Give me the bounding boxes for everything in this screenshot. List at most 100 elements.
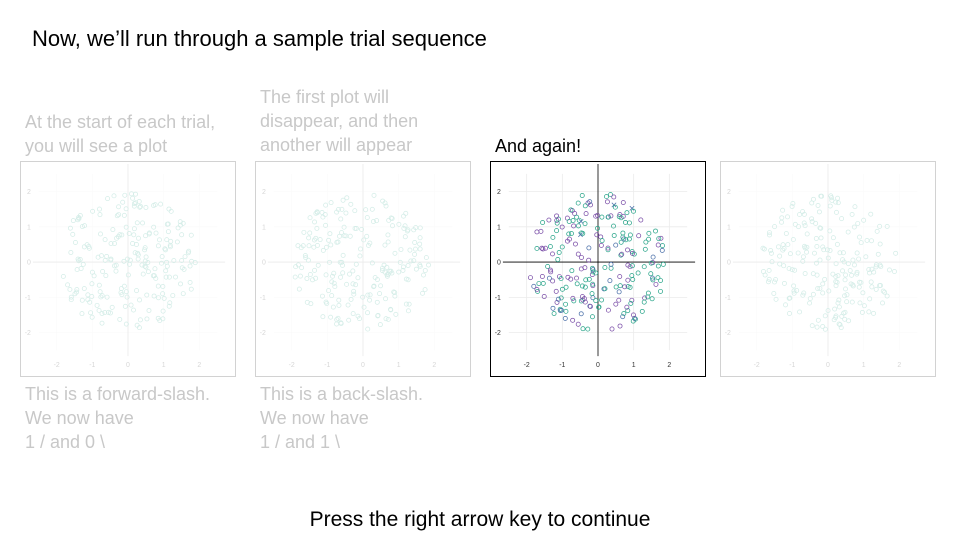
data-point xyxy=(407,247,413,253)
data-point xyxy=(326,237,332,243)
data-point xyxy=(166,303,172,309)
data-point xyxy=(802,223,808,229)
plot-group: -2 -1 0 1 2 2 1 0 -1 -2 xyxy=(495,163,696,369)
data-point xyxy=(337,233,342,239)
data-point xyxy=(871,269,877,275)
data-point xyxy=(891,269,897,274)
y-tick-label: -2 xyxy=(25,330,31,337)
data-point xyxy=(801,220,807,226)
data-point xyxy=(144,316,150,322)
data-point xyxy=(308,301,314,307)
data-point xyxy=(546,275,552,281)
data-point xyxy=(874,228,880,234)
data-point xyxy=(587,304,593,309)
data-point xyxy=(358,246,363,252)
data-point xyxy=(613,301,619,307)
data-point xyxy=(116,204,122,210)
data-point xyxy=(157,237,162,243)
data-point xyxy=(335,315,341,321)
data-point xyxy=(305,257,311,263)
data-point xyxy=(159,260,164,266)
data-point xyxy=(110,227,116,233)
data-point xyxy=(800,209,806,215)
data-point xyxy=(310,277,315,283)
data-point xyxy=(162,246,168,252)
data-point xyxy=(609,326,615,332)
data-point xyxy=(658,288,663,294)
data-point xyxy=(157,318,163,323)
data-point xyxy=(153,230,159,236)
data-point xyxy=(334,209,340,215)
data-point xyxy=(167,244,173,250)
data-point xyxy=(121,283,127,289)
data-point xyxy=(620,200,626,206)
data-point xyxy=(155,283,161,289)
data-point xyxy=(117,232,123,238)
data-point xyxy=(833,199,839,205)
data-point xyxy=(833,315,839,320)
data-point xyxy=(833,279,839,285)
data-point xyxy=(292,274,298,280)
data-point xyxy=(598,242,604,248)
data-point xyxy=(820,281,826,287)
data-point xyxy=(550,278,556,284)
y-tick-label: -1 xyxy=(495,295,501,302)
data-point xyxy=(384,273,390,279)
data-point xyxy=(114,235,120,241)
data-point xyxy=(815,203,821,208)
data-point xyxy=(871,310,876,316)
x-tick-label: 2 xyxy=(197,362,201,369)
data-point xyxy=(306,243,312,249)
data-point xyxy=(377,291,383,297)
data-point xyxy=(301,229,307,235)
data-point xyxy=(95,254,101,260)
data-point xyxy=(605,214,611,220)
data-point xyxy=(313,210,319,216)
data-point xyxy=(142,245,148,251)
data-point xyxy=(180,291,186,297)
data-point xyxy=(656,236,662,242)
data-point xyxy=(855,221,861,226)
data-point xyxy=(120,199,126,205)
data-point xyxy=(371,284,377,290)
data-point xyxy=(779,219,784,225)
data-point xyxy=(797,309,803,315)
y-tick-label: 0 xyxy=(262,260,266,267)
data-point xyxy=(186,248,192,254)
data-point xyxy=(815,317,821,323)
data-point xyxy=(868,279,874,285)
data-point xyxy=(599,238,605,244)
data-point xyxy=(807,300,813,306)
data-point xyxy=(796,224,801,230)
data-point xyxy=(417,262,423,268)
data-point xyxy=(361,304,367,310)
data-point xyxy=(836,297,842,303)
data-point xyxy=(422,287,428,293)
data-point xyxy=(586,245,592,251)
scatter-plot-4: -2 -1 0 1 2 2 1 0 -1 -2 xyxy=(720,161,936,377)
data-point xyxy=(575,251,581,257)
data-point xyxy=(650,277,656,283)
data-point xyxy=(877,262,883,268)
data-point xyxy=(642,246,648,252)
data-point xyxy=(115,234,121,240)
data-point xyxy=(387,268,393,274)
data-point xyxy=(773,277,779,283)
data-point xyxy=(357,253,363,259)
data-point xyxy=(619,251,625,257)
data-point xyxy=(863,254,869,260)
data-point xyxy=(319,293,325,299)
data-point xyxy=(554,213,560,219)
data-point xyxy=(780,207,786,213)
data-point xyxy=(572,211,578,216)
data-point xyxy=(423,255,429,261)
data-point xyxy=(850,257,856,263)
data-point xyxy=(389,216,395,221)
data-point xyxy=(810,291,816,297)
data-point xyxy=(75,256,81,262)
caption-trial-2: The first plot will disappear, and then … xyxy=(260,87,419,155)
x-tick-label: -2 xyxy=(754,362,760,369)
data-point xyxy=(790,237,796,243)
data-point xyxy=(112,241,117,246)
data-point xyxy=(594,232,600,238)
